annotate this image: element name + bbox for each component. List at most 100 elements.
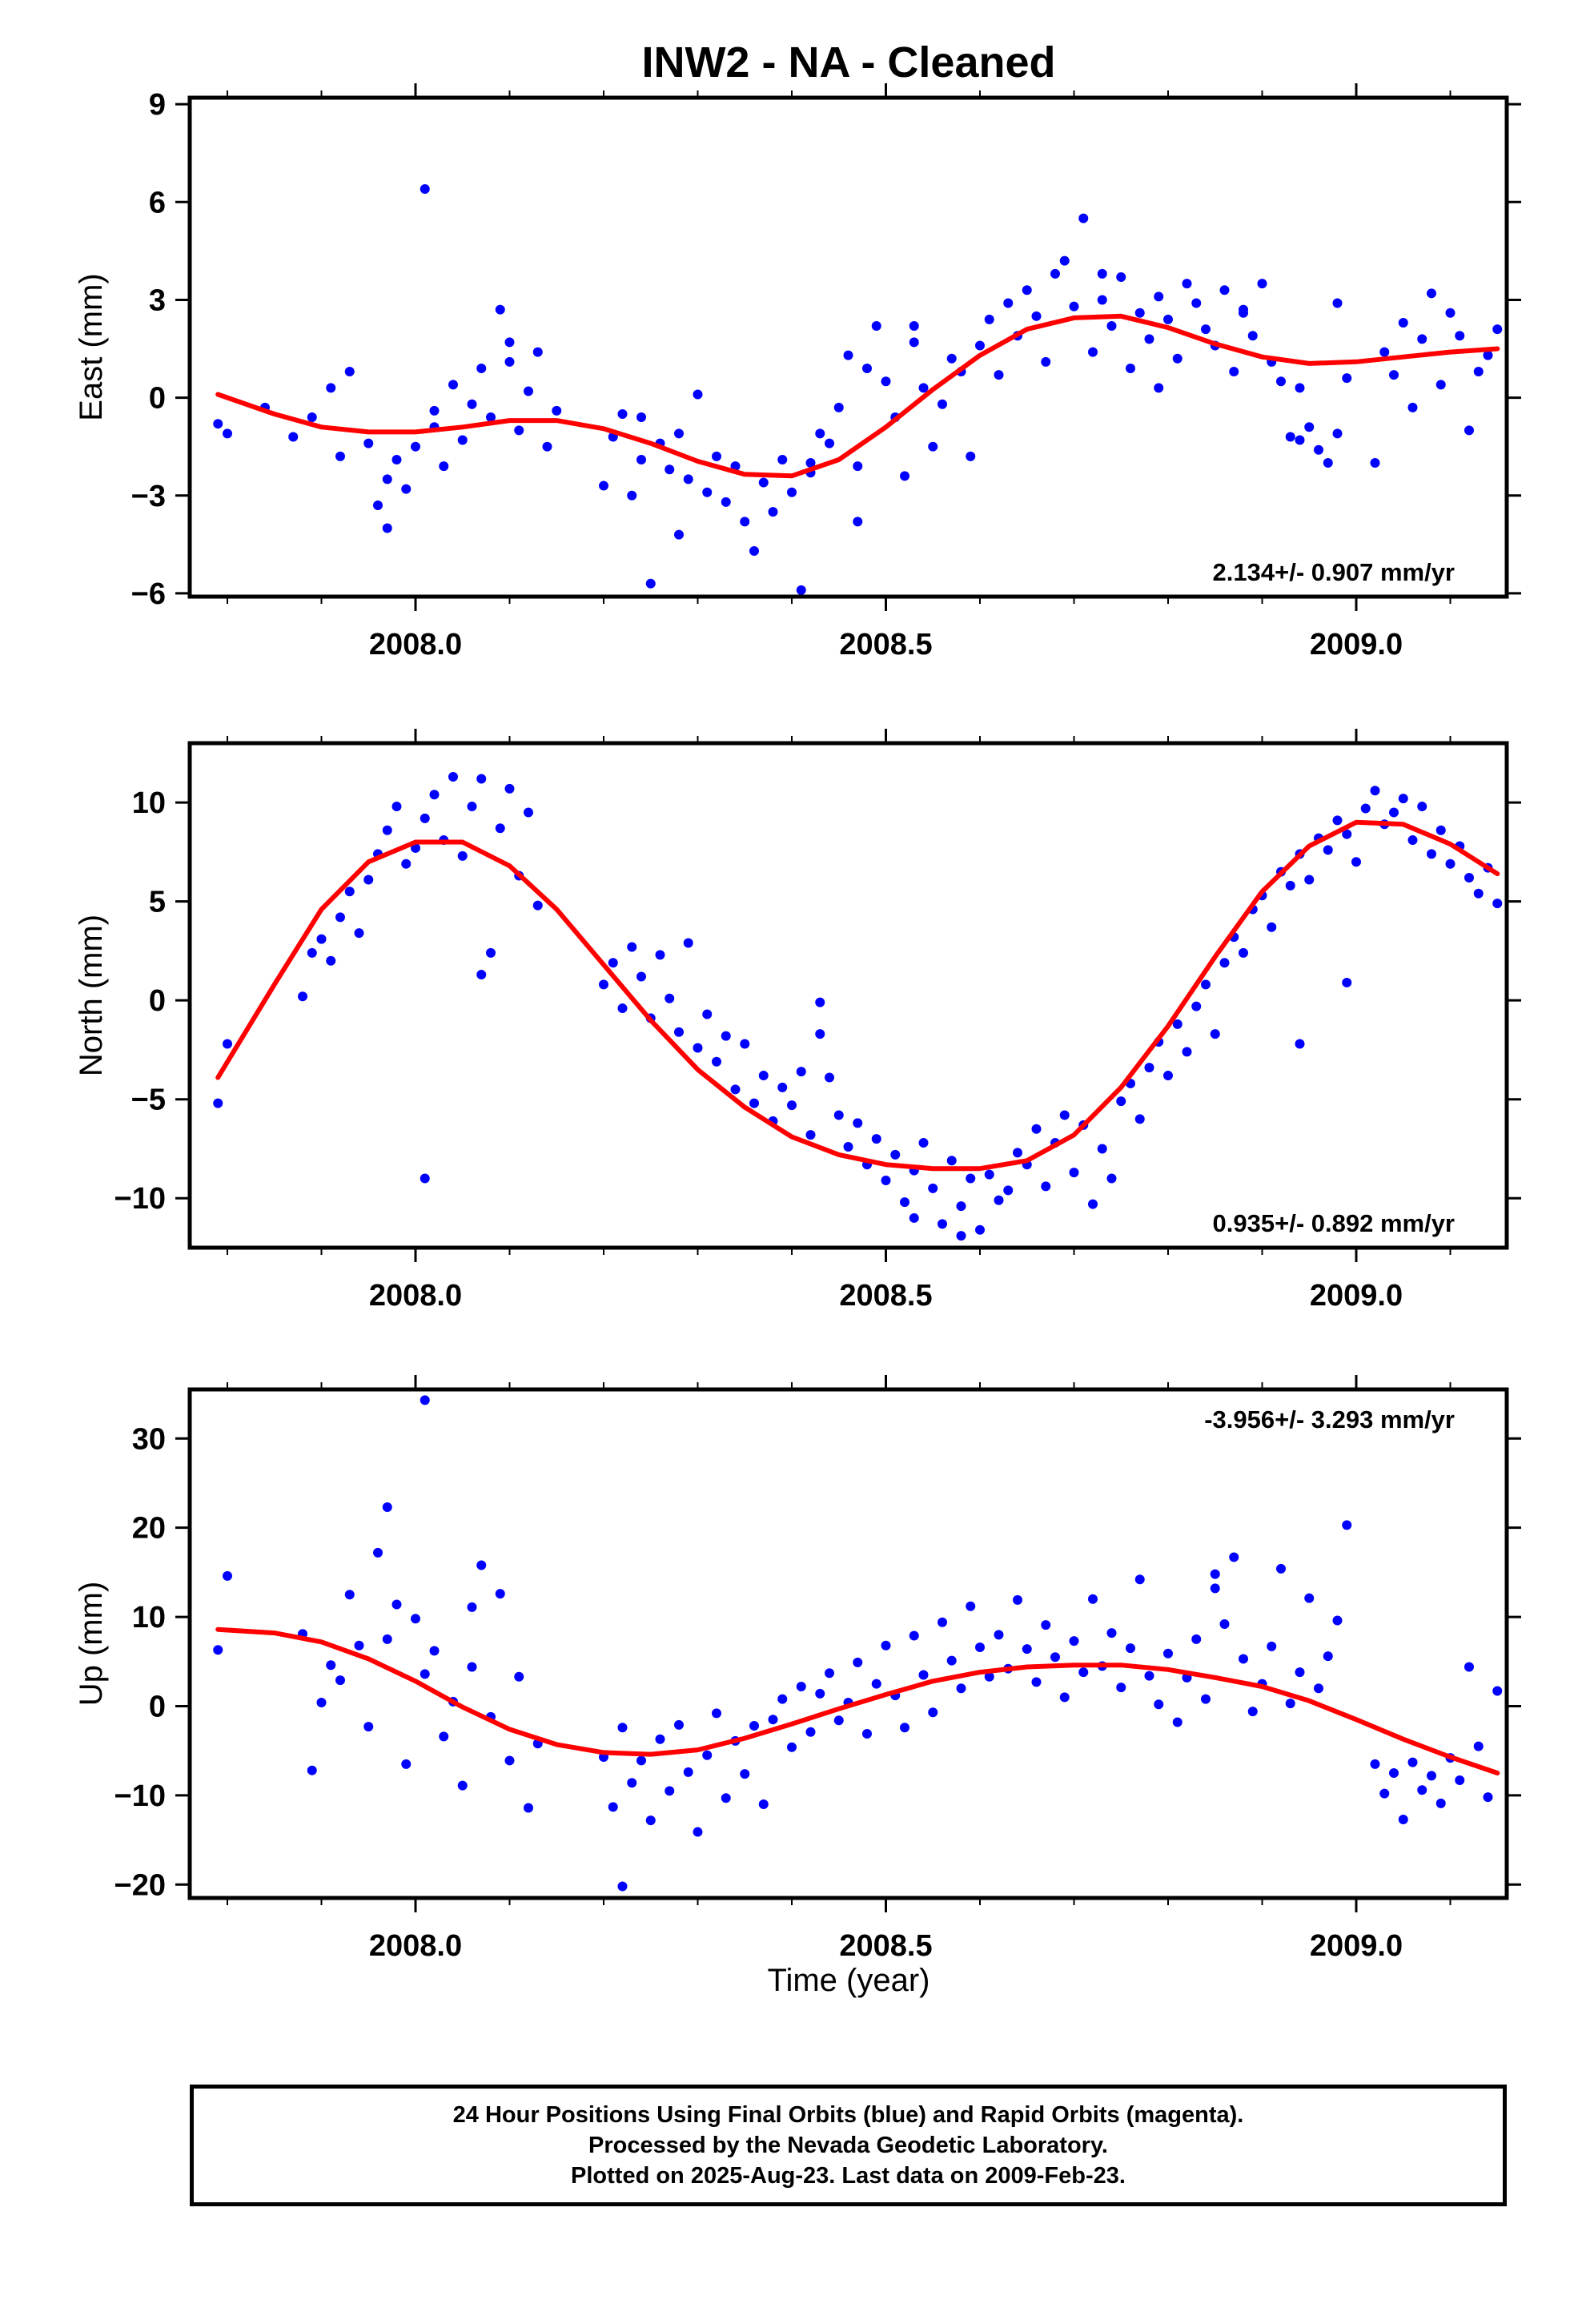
data-point [223, 1570, 232, 1581]
x-tick-label: 2008.5 [839, 628, 932, 661]
data-point [495, 823, 505, 834]
data-point [382, 1634, 392, 1644]
data-point [420, 1395, 430, 1405]
data-point [1219, 958, 1230, 968]
data-point [636, 971, 646, 982]
data-point [476, 774, 487, 784]
data-point [1172, 1717, 1182, 1727]
data-point [1201, 324, 1211, 335]
data-point [524, 386, 533, 396]
data-point [1201, 979, 1211, 990]
data-point [1389, 1768, 1399, 1779]
data-point [1144, 1671, 1154, 1681]
data-point [429, 790, 440, 800]
data-point [1276, 376, 1286, 387]
data-point [946, 1156, 957, 1166]
data-point [1013, 1148, 1022, 1158]
data-point [833, 402, 844, 412]
data-point [1342, 829, 1352, 839]
data-point [777, 1694, 788, 1704]
data-point [1078, 1667, 1089, 1678]
data-point [504, 337, 515, 348]
data-point [1154, 1699, 1164, 1710]
data-point [298, 991, 307, 1002]
data-point [721, 1793, 731, 1803]
data-point [702, 487, 713, 497]
data-point [1445, 308, 1456, 318]
data-point [391, 1599, 402, 1610]
caption-line-1: 24 Hour Positions Using Final Orbits (bl… [452, 2102, 1244, 2128]
data-point [853, 1118, 863, 1128]
data-point [1427, 1771, 1436, 1781]
data-point [1210, 1583, 1220, 1594]
data-point [420, 813, 430, 823]
data-point [956, 1201, 966, 1212]
data-point [467, 399, 477, 409]
data-point [532, 347, 543, 357]
data-point [1483, 1792, 1493, 1803]
data-point [862, 1729, 872, 1739]
data-point [552, 405, 562, 416]
y-tick-label: −3 [131, 480, 166, 513]
data-point [721, 1031, 731, 1041]
data-point [825, 438, 834, 448]
data-point [636, 1755, 646, 1766]
x-tick-label: 2008.0 [369, 628, 462, 661]
data-point [326, 383, 336, 393]
data-point [1370, 1759, 1380, 1769]
data-point [288, 432, 299, 442]
plot-frame [187, 1387, 1509, 1900]
data-point [975, 340, 985, 351]
data-point [740, 1769, 750, 1779]
data-point [1473, 1741, 1484, 1751]
data-point [1144, 1063, 1154, 1073]
data-point [542, 441, 552, 452]
data-point [665, 464, 675, 475]
data-point [457, 850, 468, 861]
data-point [213, 1098, 223, 1108]
y-axis-label: North (mm) [74, 915, 109, 1076]
data-point [871, 1134, 881, 1144]
data-point [1257, 279, 1267, 289]
y-tick-label: −20 [114, 1868, 166, 1902]
data-point [1022, 285, 1032, 296]
data-point [900, 1723, 909, 1733]
caption-line-3: Plotted on 2025-Aug-23. Last data on 200… [571, 2163, 1126, 2189]
data-point [439, 461, 449, 472]
data-point [1172, 1019, 1182, 1029]
data-point [335, 1675, 345, 1686]
data-point [1323, 845, 1333, 855]
data-point [994, 1195, 1004, 1205]
data-point [1464, 1662, 1474, 1672]
data-point [420, 184, 430, 195]
data-point [1285, 1699, 1295, 1709]
data-point [617, 408, 628, 419]
data-point [758, 1799, 769, 1810]
data-point [1116, 1683, 1126, 1693]
data-point [1314, 444, 1323, 455]
data-point [617, 1723, 628, 1733]
data-point [354, 928, 364, 939]
data-point [1398, 794, 1408, 804]
caption-line-2: Processed by the Nevada Geodetic Laborat… [588, 2133, 1108, 2158]
data-point [693, 389, 703, 400]
data-point [363, 875, 374, 885]
data-point [693, 1827, 703, 1837]
data-point [420, 1669, 430, 1679]
data-point [1464, 425, 1474, 436]
data-point [1351, 857, 1361, 867]
data-point [994, 1630, 1004, 1640]
data-point [599, 979, 608, 990]
data-point [749, 1098, 759, 1108]
data-point [1407, 835, 1418, 846]
data-point [373, 500, 383, 510]
data-point [1342, 373, 1352, 384]
data-point [344, 1590, 355, 1600]
data-point [946, 1655, 957, 1666]
data-point [843, 350, 853, 360]
data-point [391, 802, 402, 812]
data-point [805, 458, 816, 468]
fit-curve [215, 313, 1500, 479]
data-point [504, 356, 515, 367]
data-point [712, 1708, 721, 1719]
